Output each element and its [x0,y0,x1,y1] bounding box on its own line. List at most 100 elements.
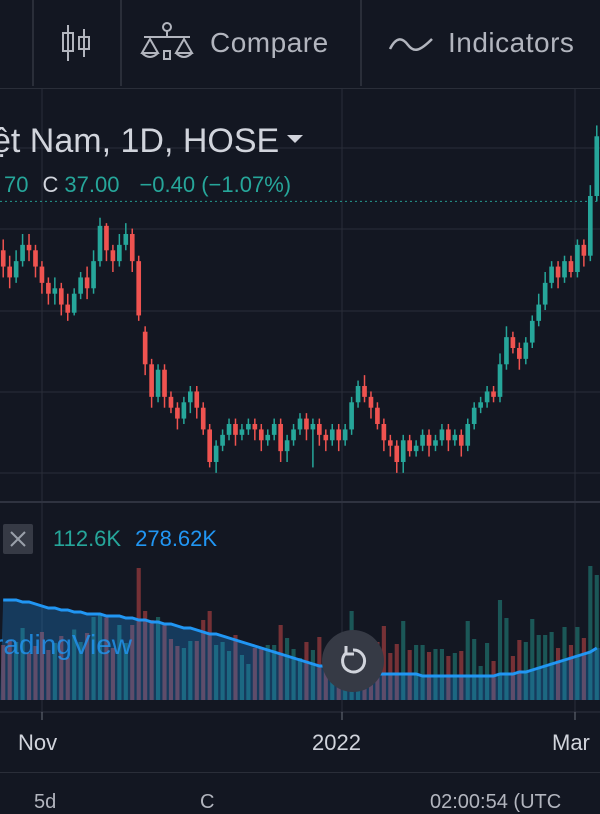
volume-bar [59,636,64,700]
volume-bar [162,624,167,700]
volume-bar [304,642,309,700]
volume-bar [117,625,122,700]
watermark-text: radingView [0,629,133,660]
volume-value: 112.6K [53,526,122,551]
time-tick-nov: Nov [18,730,58,755]
bottom-item[interactable]: C [200,791,215,813]
volume-bar [78,642,83,700]
candle-body [536,304,542,321]
compare-button[interactable]: Compare [138,10,329,76]
volume-bar [239,655,244,700]
candle-body [278,424,283,452]
candle-body [555,266,561,278]
candle-body [484,391,490,403]
candle-body [104,225,109,251]
candle-body [368,396,374,408]
close-value: 37.00 [64,172,120,197]
candle-body [542,282,548,305]
volume-bar [594,575,599,700]
volume-bar [39,632,44,700]
volume-bar [97,613,103,700]
candle-body [84,277,90,289]
volume-bar [52,643,57,700]
candle-body [142,331,148,365]
volume-bar [233,635,238,700]
volume-bar [26,653,32,700]
candle-body [13,261,19,278]
volume-bar [207,611,212,700]
candle-body [110,250,116,262]
candle-body [252,424,258,430]
candle-body [181,402,187,419]
volume-bar [530,619,535,700]
candle-body [439,429,445,441]
candle-body [271,424,277,435]
time-tick-2022: 2022 [312,730,361,755]
close-icon[interactable] [3,524,33,554]
volume-bar [575,627,580,700]
candle-body [581,244,587,256]
candle-body [304,418,309,430]
symbol-title[interactable]: ệt Nam, 1D, HOSE [0,122,304,161]
candle-body [568,261,574,272]
candle-body [388,440,393,446]
volume-bar [110,648,115,700]
volume-bar [259,648,264,700]
chart-toolbar: Compare Indicators [0,0,600,89]
candle-body [220,434,225,446]
candle-body [504,337,509,365]
candle-body [123,234,129,245]
volume-bar [556,648,561,700]
candle-body [317,424,322,435]
open-value: 70 [4,172,29,197]
volume-bar [510,656,515,700]
volume-bar [85,633,90,700]
candle-body [207,429,212,462]
candle-body [575,244,580,272]
candle-body [510,337,516,348]
volume-bar [156,617,161,700]
timezone-clock[interactable]: 02:00:54 (UTC [430,791,562,813]
chart-type-button[interactable] [56,10,96,76]
candle-body [188,391,193,403]
volume-bar [272,645,277,700]
volume-bar [491,661,496,700]
volume-bar [478,666,483,700]
candle-body [375,407,380,424]
candle-body [46,282,51,294]
candle-body [129,234,135,262]
volume-bar [104,617,109,700]
reset-chart-button[interactable] [322,630,384,692]
candle-body [117,244,122,262]
candle-body [265,434,271,441]
volume-bar [446,656,451,700]
candle-body [175,407,180,419]
reset-chart-icon [341,646,367,674]
candle-body [162,369,167,397]
candle-body [355,386,361,403]
candle-body [329,429,335,441]
volume-bar [465,621,470,700]
volume-bar [485,643,490,700]
chevron-down-icon[interactable] [287,135,304,144]
candle-body [200,407,206,430]
candle-body [58,288,64,305]
range-button[interactable]: 5d [34,791,57,813]
candle-body [381,424,387,441]
candle-body [523,342,529,359]
candle-body [33,250,38,267]
toolbar-separator [360,0,362,86]
volume-bar [168,639,174,700]
candle-body [446,429,451,441]
volume-bar [194,641,199,700]
candle-body [529,320,535,343]
volume-bar [581,638,586,700]
candle-body [239,429,245,435]
volume-bar [46,650,51,700]
candle-body [246,424,251,430]
indicators-button[interactable]: Indicators [388,10,574,76]
volume-ma-area [0,600,600,700]
candle-body [342,429,348,441]
chart-legend: ệt Nam, 1D, HOSE 70 C 37.00 −0.40 (−1.07%) [0,112,600,202]
volume-bar [65,657,70,700]
